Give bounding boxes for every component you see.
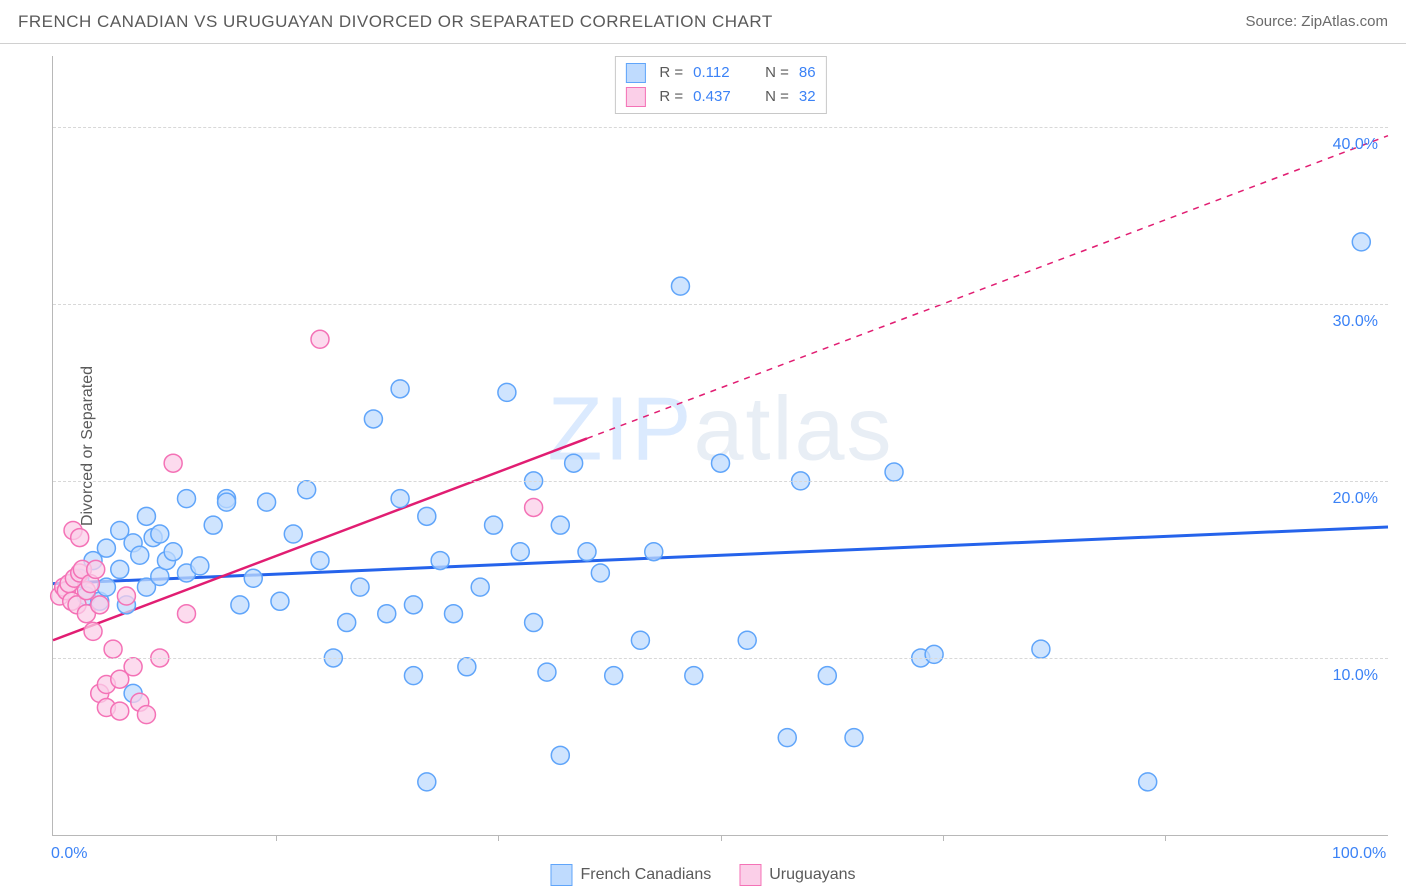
chart-title: FRENCH CANADIAN VS URUGUAYAN DIVORCED OR… [18,12,773,32]
n-value-uruguayan: 32 [799,85,816,109]
legend-swatch-uruguayan-icon [739,864,761,886]
gridline [53,304,1388,305]
chart-header: FRENCH CANADIAN VS URUGUAYAN DIVORCED OR… [0,0,1406,44]
xtick-label: 100.0% [1332,845,1386,863]
xtick-mark [721,835,722,841]
ytick-label: 30.0% [1333,313,1378,331]
legend-series: French Canadians Uruguayans [550,864,855,886]
plot-area: ZIPatlas R = 0.112 N = 86 R = 0.437 N = … [52,56,1388,836]
r-label: R = [659,61,683,85]
ytick-label: 10.0% [1333,667,1378,685]
n-value-french: 86 [799,61,816,85]
legend-swatch-french [625,63,645,83]
xtick-mark [276,835,277,841]
legend-row-french: R = 0.112 N = 86 [625,61,815,85]
legend-item-uruguayan: Uruguayans [739,864,855,886]
ytick-label: 20.0% [1333,490,1378,508]
xtick-mark [943,835,944,841]
legend-row-uruguayan: R = 0.437 N = 32 [625,85,815,109]
n-label: N = [765,85,789,109]
legend-swatch-french-icon [550,864,572,886]
xtick-mark [498,835,499,841]
legend-correlation: R = 0.112 N = 86 R = 0.437 N = 32 [614,56,826,114]
r-value-french: 0.112 [693,61,745,85]
ytick-label: 40.0% [1333,136,1378,154]
gridline [53,481,1388,482]
legend-label-french: French Canadians [580,866,711,884]
legend-label-uruguayan: Uruguayans [769,866,855,884]
chart-canvas [53,56,1388,835]
gridline [53,658,1388,659]
gridline [53,127,1388,128]
r-value-uruguayan: 0.437 [693,85,745,109]
n-label: N = [765,61,789,85]
xtick-mark [1165,835,1166,841]
legend-swatch-uruguayan [625,87,645,107]
chart-source: Source: ZipAtlas.com [1245,13,1388,30]
legend-item-french: French Canadians [550,864,711,886]
xtick-label: 0.0% [51,845,87,863]
r-label: R = [659,85,683,109]
